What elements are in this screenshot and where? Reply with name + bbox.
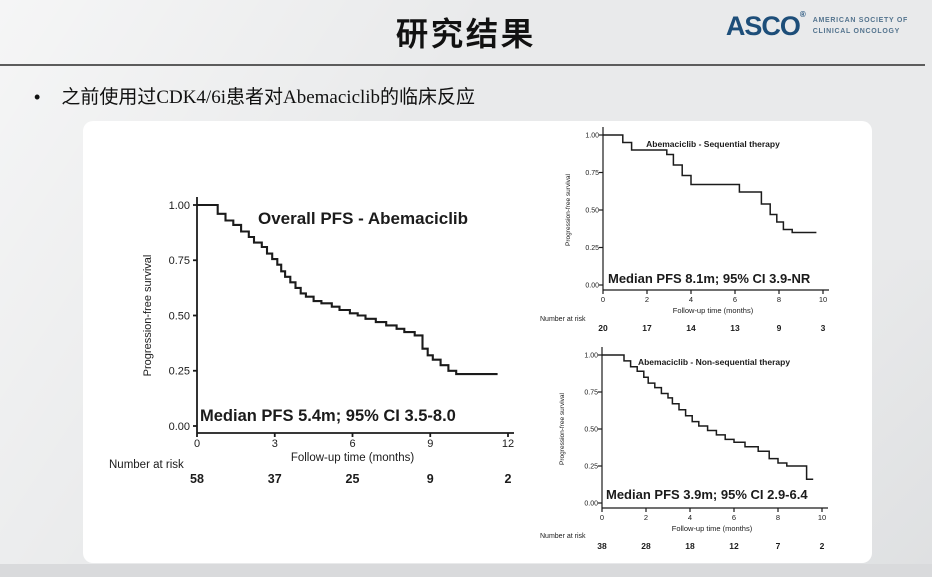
x-axis-label: Follow-up time (months) — [673, 306, 754, 315]
y-tick-label: 0.00 — [585, 283, 599, 290]
y-tick-label: 0.00 — [584, 501, 598, 508]
asco-logo-line2: CLINICAL ONCOLOGY — [812, 27, 900, 35]
y-tick-label: 0.00 — [169, 421, 190, 433]
header-divider — [0, 64, 925, 66]
chart-title: Overall PFS - Abemaciclib — [258, 209, 468, 228]
number-at-risk-label: Number at risk — [540, 316, 586, 323]
footer-bar — [0, 564, 932, 577]
km-chart-non-sequential-therapy: 1.00 0.75 0.50 0.25 0.00 0 2 4 6 8 10 Follow-up tim… — [538, 342, 858, 561]
number-at-risk-value: 38 — [597, 541, 607, 551]
registered-mark: ® — [799, 10, 806, 19]
y-tick-label: 1.00 — [584, 353, 598, 360]
median-annotation: Median PFS 5.4m; 95% CI 3.5-8.0 — [200, 407, 456, 425]
x-tick-label: 0 — [194, 438, 200, 450]
x-axis-label: Follow-up time (months) — [291, 452, 415, 464]
number-at-risk-value: 20 — [598, 323, 608, 333]
x-tick-label: 4 — [688, 513, 692, 522]
number-at-risk-value: 2 — [820, 541, 825, 551]
number-at-risk-value: 9 — [777, 323, 782, 333]
asco-logo: ASCO® AMERICAN SOCIETY OF CLINICAL ONCOL… — [725, 10, 908, 41]
km-curve — [197, 203, 498, 376]
number-at-risk-value: 9 — [427, 472, 434, 486]
km-chart-overall-pfs: 1.00 0.75 0.50 0.25 0.00 0 3 6 9 12 Follow-up time… — [91, 127, 536, 522]
asco-logo-subtext: AMERICAN SOCIETY OF CLINICAL ONCOLOGY — [813, 16, 908, 37]
asco-logo-wordmark: ASCO® — [725, 10, 806, 41]
number-at-risk-label: Number at risk — [540, 533, 586, 540]
x-tick-label: 6 — [732, 513, 736, 522]
x-axis-label: Follow-up time (months) — [672, 524, 753, 533]
charts-panel: 1.00 0.75 0.50 0.25 0.00 0 3 6 9 12 Follow-up time… — [83, 121, 872, 563]
y-tick-label: 0.25 — [585, 245, 599, 252]
number-at-risk-value: 17 — [642, 323, 652, 333]
x-tick-label: 6 — [349, 438, 355, 450]
bullet-text: 之前使用过CDK4/6i患者对Abemaciclib的临床反应 — [61, 87, 476, 108]
x-tick-label: 0 — [601, 295, 605, 304]
x-tick-label: 4 — [689, 295, 693, 304]
x-tick-label: 12 — [502, 438, 514, 450]
km-chart-non-sequential-therapy-svg: 1.00 0.75 0.50 0.25 0.000 2 4 6 8 10 Follow-up tim… — [540, 347, 828, 551]
x-tick-label: 8 — [776, 513, 780, 522]
y-tick-label: 1.00 — [585, 133, 599, 140]
x-tick-label: 2 — [645, 295, 649, 304]
median-annotation: Median PFS 8.1m; 95% CI 3.9-NR — [608, 271, 811, 286]
number-at-risk-value: 12 — [729, 541, 739, 551]
chart-title: Abemaciclib - Non-sequential therapy — [638, 357, 790, 367]
number-at-risk-value: 28 — [641, 541, 651, 551]
y-tick-label: 0.25 — [584, 464, 598, 471]
x-tick-label: 2 — [644, 513, 648, 522]
km-curve — [603, 134, 817, 234]
y-tick-label: 0.75 — [585, 170, 599, 177]
number-at-risk-value: 18 — [685, 541, 695, 551]
km-chart-overall-pfs-svg: 1.00 0.75 0.50 0.25 0.00 0 3 6 9 12 Follow-up time… — [109, 197, 514, 486]
y-axis-label: Progression-free survival — [559, 393, 566, 465]
chart-title: Abemaciclib - Sequential therapy — [646, 139, 780, 149]
number-at-risk-value: 3 — [821, 323, 826, 333]
y-tick-label: 1.00 — [169, 200, 190, 212]
x-tick-label: 0 — [600, 513, 604, 522]
y-tick-label: 0.50 — [585, 208, 599, 215]
asco-logo-line1: AMERICAN SOCIETY OF — [812, 17, 908, 24]
y-tick-label: 0.50 — [169, 310, 190, 322]
x-tick-label: 10 — [818, 513, 826, 522]
y-tick-label: 0.25 — [169, 366, 190, 378]
number-at-risk-value: 13 — [730, 323, 740, 333]
x-tick-label: 3 — [272, 438, 278, 450]
y-tick-label: 0.75 — [169, 255, 190, 267]
y-tick-label: 0.75 — [584, 390, 598, 397]
x-tick-label: 6 — [733, 295, 737, 304]
median-annotation: Median PFS 3.9m; 95% CI 2.9-6.4 — [606, 487, 808, 502]
bullet-item: • 之前使用过CDK4/6i患者对Abemaciclib的临床反应 — [34, 86, 475, 111]
page-title: 研究结果 — [395, 16, 536, 52]
km-curve — [602, 354, 814, 481]
number-at-risk-value: 7 — [776, 541, 781, 551]
y-axis-label: Progression-free survival — [565, 174, 572, 246]
number-at-risk-label: Number at risk — [109, 459, 184, 471]
y-axis-label: Progression-free survival — [142, 255, 154, 377]
number-at-risk-value: 58 — [190, 472, 204, 486]
number-at-risk-value: 37 — [268, 472, 282, 486]
number-at-risk-value: 14 — [686, 323, 696, 333]
y-tick-label: 0.50 — [584, 427, 598, 434]
bullet-marker: • — [34, 87, 41, 107]
number-at-risk-value: 25 — [346, 472, 360, 486]
x-tick-label: 9 — [427, 438, 433, 450]
km-chart-sequential-therapy-svg: 1.00 0.75 0.50 0.25 0.000 2 4 6 8 10 Follow-up tim… — [540, 127, 829, 333]
x-tick-label: 10 — [819, 295, 827, 304]
km-chart-sequential-therapy: 1.00 0.75 0.50 0.25 0.00 0 2 4 6 8 10 Follow-up tim… — [538, 123, 858, 338]
number-at-risk-value: 2 — [505, 472, 512, 486]
x-tick-label: 8 — [777, 295, 781, 304]
